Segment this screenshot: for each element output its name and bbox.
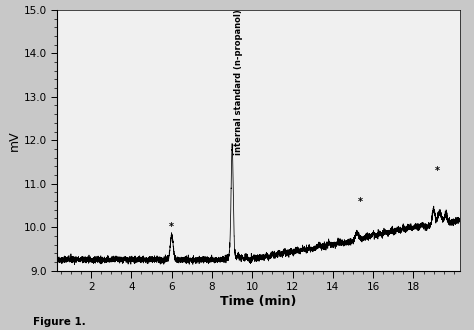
Text: *: * xyxy=(357,197,363,207)
Text: internal standard (n-propanol): internal standard (n-propanol) xyxy=(234,10,243,155)
Text: Figure 1.: Figure 1. xyxy=(33,317,86,327)
X-axis label: Time (min): Time (min) xyxy=(220,295,297,308)
Y-axis label: mV: mV xyxy=(8,130,20,150)
Text: *: * xyxy=(435,166,440,176)
Text: *: * xyxy=(169,222,174,232)
